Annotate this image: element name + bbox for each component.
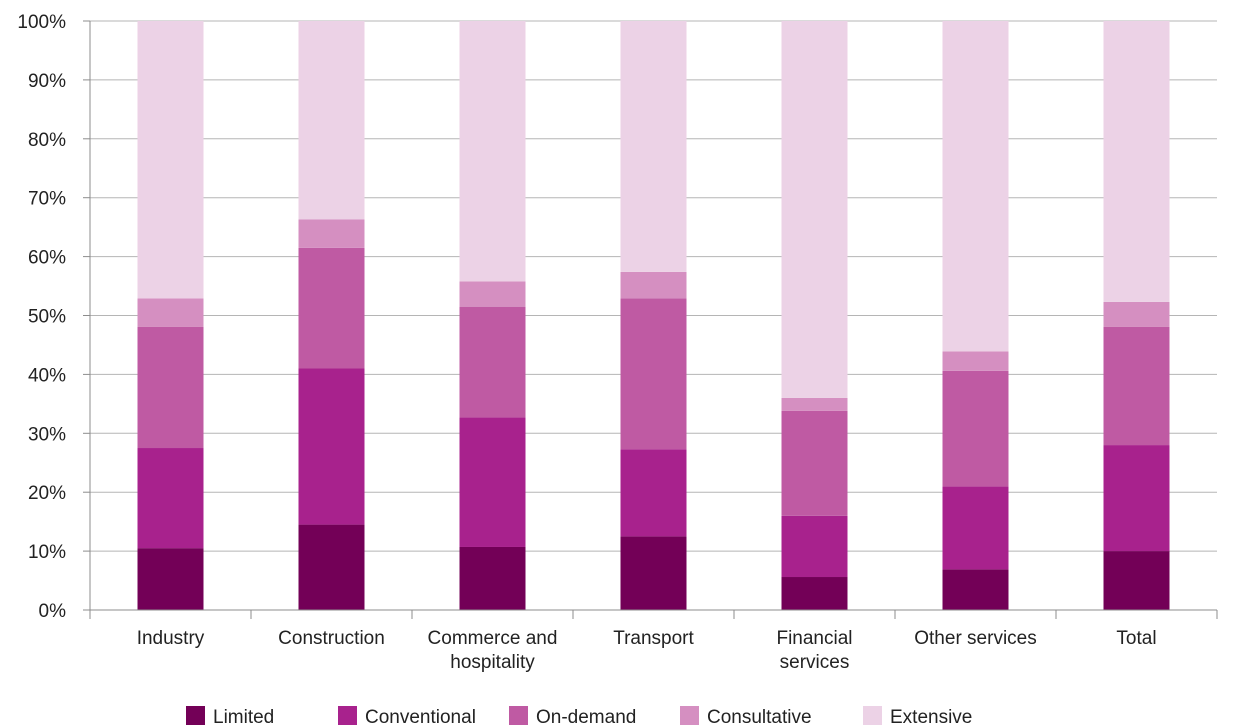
category-label: Financial bbox=[776, 628, 852, 649]
bar-segment-limited bbox=[1103, 551, 1170, 610]
legend-swatch bbox=[186, 706, 205, 725]
y-tick-label: 80% bbox=[28, 130, 66, 151]
y-tick-label: 20% bbox=[28, 483, 66, 504]
bar-segment-conventional bbox=[298, 368, 365, 525]
y-tick-label: 50% bbox=[28, 307, 66, 328]
bar-segment-conventional bbox=[459, 417, 526, 547]
legend-label: Extensive bbox=[890, 707, 972, 727]
bar-segment-conventional bbox=[620, 449, 687, 537]
y-tick-label: 90% bbox=[28, 71, 66, 92]
bar-segment-extensive bbox=[942, 21, 1009, 352]
bar-segment-extensive bbox=[781, 21, 848, 398]
y-tick-label: 70% bbox=[28, 189, 66, 210]
category-labels: Industry Construction Commerce and hospital… bbox=[137, 628, 1157, 673]
bar-segment-consultative bbox=[459, 281, 526, 307]
bar-segment-on-demand bbox=[459, 306, 526, 418]
bar-segment-consultative bbox=[298, 219, 365, 248]
bar-segment-limited bbox=[781, 577, 848, 610]
bar-segment-limited bbox=[942, 569, 1009, 610]
y-tick-label: 60% bbox=[28, 248, 66, 269]
bar-segment-consultative bbox=[620, 271, 687, 299]
y-tick-label: 0% bbox=[39, 601, 67, 622]
bar-segment-conventional bbox=[137, 448, 204, 549]
legend-swatch bbox=[338, 706, 357, 725]
legend-swatch bbox=[680, 706, 699, 725]
bar-segment-on-demand bbox=[781, 410, 848, 516]
legend: Limited Conventional On-demand Consultative… bbox=[186, 706, 972, 727]
category-label: Transport bbox=[613, 628, 694, 649]
bar-segment-conventional bbox=[1103, 445, 1170, 552]
bar-segment-conventional bbox=[942, 486, 1009, 570]
bar-segment-on-demand bbox=[620, 298, 687, 450]
bar-segment-consultative bbox=[942, 351, 1009, 371]
y-tick-label: 10% bbox=[28, 542, 66, 563]
legend-label: On-demand bbox=[536, 707, 636, 727]
bar-segment-extensive bbox=[298, 21, 365, 220]
legend-label: Consultative bbox=[707, 707, 812, 727]
bar-segment-limited bbox=[137, 548, 204, 610]
y-tick-label: 30% bbox=[28, 424, 66, 445]
bar-segment-on-demand bbox=[298, 247, 365, 369]
category-label: Commerce and bbox=[428, 628, 558, 649]
bar-segment-conventional bbox=[781, 515, 848, 578]
bar-segment-limited bbox=[298, 524, 365, 610]
bar-segment-extensive bbox=[1103, 21, 1170, 302]
bar-segment-extensive bbox=[620, 21, 687, 272]
category-label: Other services bbox=[914, 628, 1036, 649]
bar-segment-consultative bbox=[1103, 301, 1170, 327]
axes bbox=[83, 20, 1218, 619]
bar-segment-consultative bbox=[137, 298, 204, 327]
bar-segment-consultative bbox=[781, 397, 848, 411]
bar-segment-limited bbox=[459, 546, 526, 610]
bar-segment-extensive bbox=[137, 21, 204, 299]
category-label: Industry bbox=[137, 628, 205, 649]
legend-label: Limited bbox=[213, 707, 274, 727]
y-tick-label: 100% bbox=[17, 12, 66, 33]
bar-segment-on-demand bbox=[1103, 326, 1170, 446]
category-label: Total bbox=[1116, 628, 1156, 649]
y-tick-labels: 0% 10% 20% 30% 40% 50% 60% 70% 80% 90% 100% bbox=[17, 12, 66, 622]
category-label: Construction bbox=[278, 628, 385, 649]
bar-segment-on-demand bbox=[942, 370, 1009, 487]
legend-label: Conventional bbox=[365, 707, 476, 727]
legend-swatch bbox=[509, 706, 528, 725]
bar-segment-limited bbox=[620, 536, 687, 610]
legend-swatch bbox=[863, 706, 882, 725]
bar-segment-on-demand bbox=[137, 326, 204, 449]
y-tick-label: 40% bbox=[28, 365, 66, 386]
category-label: services bbox=[780, 652, 850, 673]
bars bbox=[137, 21, 1170, 610]
category-label: hospitality bbox=[450, 652, 535, 673]
bar-segment-extensive bbox=[459, 21, 526, 282]
